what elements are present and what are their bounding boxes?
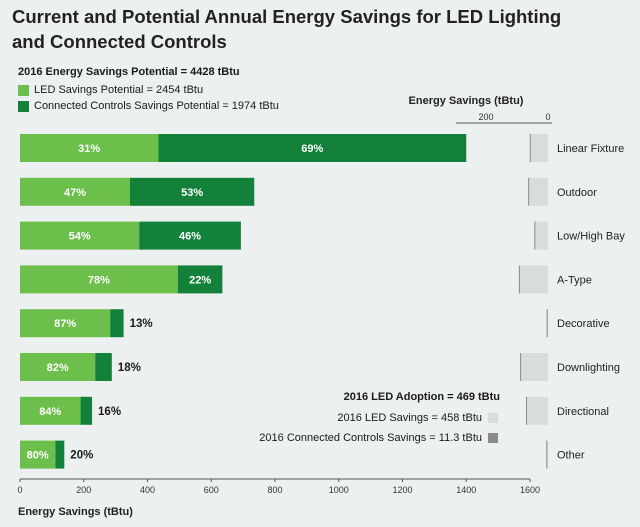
mini-bar-led-downlighting xyxy=(520,353,548,381)
mini-bar-controls-low-high-bay xyxy=(534,221,536,250)
x-tick-label-1600: 1600 xyxy=(520,485,540,495)
chart-title-line-2: and Connected Controls xyxy=(12,31,227,52)
adoption-plot: 200 0 Energy Savings (tBtu) xyxy=(409,95,552,469)
legend-label-2016-controls: 2016 Connected Controls Savings = 11.3 t… xyxy=(259,432,482,444)
x-tick-label-1200: 1200 xyxy=(392,485,412,495)
label-led-linear-fixture: 31% xyxy=(78,143,100,155)
bar-led-downlighting xyxy=(20,353,96,381)
x-axis-label: Energy Savings (tBtu) xyxy=(18,506,133,518)
bar-controls-other xyxy=(55,440,65,469)
bar-controls-a-type xyxy=(177,265,223,294)
mini-bar-led-linear-fixture xyxy=(530,134,548,162)
label-controls-directional: 16% xyxy=(98,406,121,418)
category-label-other: Other xyxy=(557,450,585,462)
category-label-linear-fixture: Linear Fixture xyxy=(557,143,624,155)
legend-label-2016-led: 2016 LED Savings = 458 tBtu xyxy=(337,412,482,424)
label-led-a-type: 78% xyxy=(88,274,110,286)
mini-bar-controls-outdoor xyxy=(528,177,530,206)
mini-tick-label-200: 200 xyxy=(478,112,493,122)
label-controls-outdoor: 53% xyxy=(181,187,203,199)
x-tick-label-1400: 1400 xyxy=(456,485,476,495)
label-controls-low-high-bay: 46% xyxy=(179,231,201,243)
adoption-legend-heading: 2016 LED Adoption = 469 tBtu xyxy=(343,391,500,403)
label-controls-decorative: 13% xyxy=(130,318,153,330)
mini-bar-controls-linear-fixture xyxy=(529,134,531,162)
label-led-downlighting: 82% xyxy=(47,362,69,374)
mini-bar-led-a-type xyxy=(519,265,548,294)
legend-item-controls: Connected Controls Savings Potential = 1… xyxy=(18,98,279,114)
bar-controls-directional xyxy=(80,396,93,425)
bar-led-outdoor xyxy=(20,177,130,206)
bar-led-low-high-bay xyxy=(20,221,140,250)
label-led-other: 80% xyxy=(27,450,49,462)
legend-swatch-2016-controls xyxy=(488,433,498,443)
mini-bar-led-outdoor xyxy=(529,177,548,206)
bar-led-a-type xyxy=(20,265,178,294)
bar-controls-outdoor xyxy=(129,177,255,206)
mini-tick-label-0: 0 xyxy=(545,112,550,122)
adoption-legend: 2016 LED Adoption = 469 tBtu xyxy=(344,391,500,411)
mini-axis-label: Energy Savings (tBtu) xyxy=(409,95,524,107)
x-tick-label-1000: 1000 xyxy=(329,485,349,495)
legend-swatch-2016-led xyxy=(488,413,498,423)
x-tick-label-200: 200 xyxy=(76,485,91,495)
bar-controls-linear-fixture xyxy=(158,134,467,162)
potential-legend-heading: 2016 Energy Savings Potential = 4428 tBt… xyxy=(18,66,240,78)
x-tick-label-600: 600 xyxy=(204,485,219,495)
adoption-legend-items: 2016 LED Savings = 458 tBtu 2016 Connect… xyxy=(259,409,498,447)
legend-swatch-led xyxy=(18,84,29,96)
legend-item-2016-led: 2016 LED Savings = 458 tBtu xyxy=(259,409,498,427)
category-label-decorative: Decorative xyxy=(557,318,610,330)
label-led-decorative: 87% xyxy=(54,318,76,330)
legend-label-controls: Connected Controls Savings Potential = 1… xyxy=(34,100,279,112)
bar-led-other xyxy=(20,440,56,469)
label-controls-downlighting: 18% xyxy=(118,362,141,374)
mini-bar-led-low-high-bay xyxy=(534,221,548,250)
bar-controls-downlighting xyxy=(95,353,112,381)
x-tick-label-800: 800 xyxy=(267,485,282,495)
chart-title: Current and Potential Annual Energy Savi… xyxy=(12,4,612,54)
category-label-downlighting: Downlighting xyxy=(557,362,620,374)
category-label-low-high-bay: Low/High Bay xyxy=(557,231,625,243)
potential-plot: 31% 69% 47% 53% 54% 46% 78% 22% 87% 13% 82% 18% 84% 1… xyxy=(17,134,540,518)
category-labels: Linear Fixture Outdoor Low/High Bay A-Type D… xyxy=(557,143,625,462)
legend-item-led: LED Savings Potential = 2454 tBtu xyxy=(18,82,279,98)
bar-led-directional xyxy=(20,396,81,425)
mini-bar-controls-other xyxy=(546,440,548,469)
label-led-directional: 84% xyxy=(39,406,61,418)
x-tick-label-400: 400 xyxy=(140,485,155,495)
chart-title-line-1: Current and Potential Annual Energy Savi… xyxy=(12,6,562,27)
mini-bar-controls-directional xyxy=(525,396,527,425)
legend-swatch-controls xyxy=(18,100,29,112)
bar-led-decorative xyxy=(20,309,111,338)
category-label-outdoor: Outdoor xyxy=(557,187,597,199)
label-controls-a-type: 22% xyxy=(189,274,211,286)
bar-controls-decorative xyxy=(110,309,124,338)
bar-led-linear-fixture xyxy=(20,134,159,162)
x-tick-label-0: 0 xyxy=(17,485,22,495)
label-controls-linear-fixture: 69% xyxy=(301,143,323,155)
label-led-outdoor: 47% xyxy=(64,187,86,199)
label-led-low-high-bay: 54% xyxy=(69,231,91,243)
legend-item-2016-controls: 2016 Connected Controls Savings = 11.3 t… xyxy=(259,429,498,447)
bar-controls-low-high-bay xyxy=(139,221,241,250)
category-label-a-type: A-Type xyxy=(557,274,592,286)
mini-bar-controls-decorative xyxy=(546,309,548,338)
mini-bar-controls-downlighting xyxy=(520,353,522,381)
category-label-directional: Directional xyxy=(557,406,609,418)
mini-bar-led-directional xyxy=(526,396,548,425)
mini-bar-controls-a-type xyxy=(518,265,520,294)
potential-legend: 2016 Energy Savings Potential = 4428 tBt… xyxy=(18,66,279,114)
label-controls-other: 20% xyxy=(70,450,93,462)
legend-label-led: LED Savings Potential = 2454 tBtu xyxy=(34,84,204,96)
